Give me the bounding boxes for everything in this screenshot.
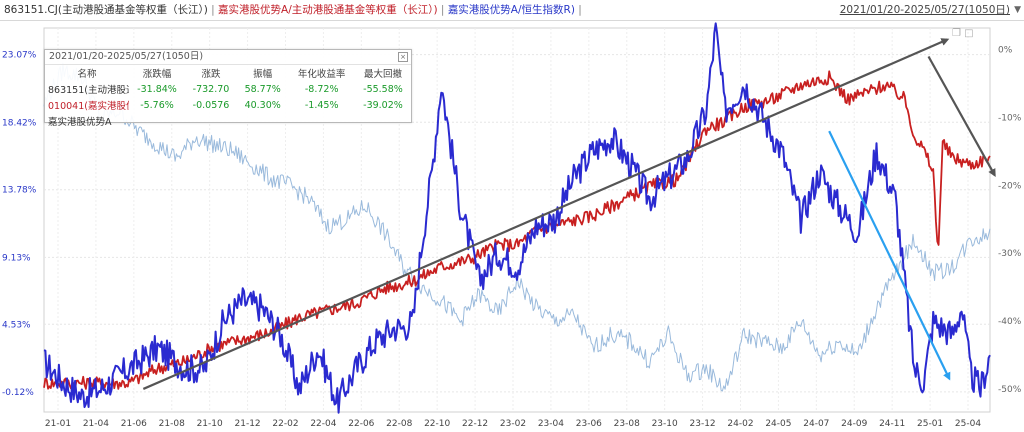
stats-table: 名称 涨跌幅 涨跌 振幅 年化收益率 最大回撤 863151(主动港股通基 -3… [45, 65, 411, 129]
close-icon[interactable]: × [398, 52, 408, 62]
table-row[interactable]: 863151(主动港股通基 -31.84% -732.70 58.77% -8.… [45, 81, 411, 97]
range-selector[interactable]: 2021/01/20-2025/05/27(1050日) [839, 4, 1010, 16]
x-tick-label: 23-12 [690, 419, 716, 429]
trend-arrow-1 [142, 38, 950, 390]
x-tick-label: 21-04 [83, 419, 109, 429]
x-tick-label: 25-04 [955, 419, 981, 429]
row-change-pct [129, 113, 185, 129]
stats-panel: 2021/01/20-2025/05/27(1050日) × 名称 涨跌幅 涨跌… [44, 49, 412, 128]
right-tick-label: -10% [998, 114, 1022, 124]
row-name: 863151(主动港股通基 [48, 85, 129, 96]
right-tick-label: -40% [998, 317, 1022, 327]
separator: | [437, 4, 448, 16]
trend-arrows [142, 38, 996, 390]
right-axis-ticks: 0% -10% -20% -30% -40% -50% [998, 46, 1022, 395]
x-tick-label: 21-08 [159, 419, 185, 429]
stats-title: 2021/01/20-2025/05/27(1050日) [45, 50, 411, 65]
row-max-drawdown: -39.02% [363, 99, 403, 111]
row-change: -0.0576 [192, 99, 230, 111]
row-amplitude [237, 113, 288, 129]
x-tick-label: 21-12 [235, 419, 261, 429]
x-tick-label: 22-04 [310, 419, 336, 429]
right-tick-label: -20% [998, 181, 1022, 191]
x-tick-label: 23-02 [500, 419, 526, 429]
series-line-1 [43, 22, 991, 414]
col-header: 振幅 [253, 69, 273, 80]
x-tick-label: 25-01 [917, 419, 943, 429]
col-header: 最大回撤 [363, 69, 402, 80]
table-row[interactable]: 010041(嘉实港股优势 -5.76% -0.0576 40.30% -1.4… [45, 97, 411, 113]
x-tick-label: 23-04 [538, 419, 564, 429]
x-tick-label: 22-08 [386, 419, 412, 429]
x-tick-label: 24-07 [803, 419, 829, 429]
window-restore-icon[interactable]: ❐ □ [952, 28, 974, 39]
chart-header: 863151.CJ(主动港股通基金等权重（长江）) | 嘉实港股优势A/主动港股… [0, 0, 1024, 21]
x-tick-label: 22-06 [348, 419, 374, 429]
x-tick-label: 22-02 [272, 419, 298, 429]
left-tick-label: 13.78% [2, 186, 37, 196]
series-lines [43, 22, 991, 414]
series3-label[interactable]: 嘉实港股优势A/恒生指数R) [447, 4, 575, 16]
x-tick-label: 21-01 [45, 419, 71, 429]
row-annual-return [288, 113, 355, 129]
trend-arrow-2 [828, 130, 951, 381]
x-tick-label: 24-09 [841, 419, 867, 429]
row-annual-return: -8.72% [304, 83, 339, 95]
row-change [185, 113, 237, 129]
x-tick-label: 22-10 [424, 419, 450, 429]
x-tick-label: 23-08 [614, 419, 640, 429]
x-tick-label: 24-05 [765, 419, 791, 429]
x-axis-ticks: 21-01 21-04 21-06 21-08 21-10 21-12 22-02 22-04… [45, 419, 981, 429]
separator: | [207, 4, 219, 16]
row-change-pct: -31.84% [137, 83, 177, 95]
right-tick-label: 0% [998, 46, 1013, 56]
col-header: 涨跌 [201, 69, 221, 80]
row-annual-return: -1.45% [304, 99, 339, 111]
row-max-drawdown: -55.58% [363, 83, 403, 95]
plot-frame [43, 27, 991, 413]
col-header: 名称 [77, 69, 97, 80]
left-axis-ticks: 23.07% 18.42% 13.78% 9.13% 4.53% -0.12% [2, 51, 37, 398]
row-max-drawdown [355, 113, 411, 129]
x-tick-label: 22-12 [462, 419, 488, 429]
table-header-row: 名称 涨跌幅 涨跌 振幅 年化收益率 最大回撤 [45, 65, 411, 81]
left-tick-label: -0.12% [2, 388, 34, 398]
row-change-pct: -5.76% [140, 99, 174, 111]
left-tick-label: 4.53% [2, 320, 31, 330]
table-row[interactable]: 嘉实港股优势A [45, 113, 411, 129]
col-header: 年化收益率 [297, 69, 346, 80]
x-tick-label: 24-11 [879, 419, 905, 429]
triangle-down-icon[interactable]: ▼ [1014, 5, 1021, 15]
left-tick-label: 9.13% [2, 253, 31, 263]
row-name: 010041(嘉实港股优势 [48, 101, 129, 112]
x-tick-label: 24-02 [727, 419, 753, 429]
right-tick-label: -30% [998, 249, 1022, 259]
series1-label[interactable]: 863151.CJ(主动港股通基金等权重（长江）) [4, 4, 208, 16]
row-amplitude: 40.30% [244, 99, 281, 111]
left-tick-label: 18.42% [2, 118, 37, 128]
x-tick-label: 21-10 [197, 419, 223, 429]
col-header: 涨跌幅 [142, 69, 172, 80]
row-name: 嘉实港股优势A [48, 117, 112, 128]
right-tick-label: -50% [998, 385, 1022, 395]
left-tick-label: 23.07% [2, 51, 37, 61]
x-tick-label: 23-06 [576, 419, 602, 429]
trend-arrow-3 [927, 55, 996, 177]
x-tick-label: 23-10 [652, 419, 678, 429]
x-tick-label: 21-06 [121, 419, 147, 429]
row-amplitude: 58.77% [244, 83, 281, 95]
row-change: -732.70 [192, 83, 230, 95]
separator: | [574, 4, 582, 16]
series2-label[interactable]: 嘉实港股优势A/主动港股通基金等权重（长江）) [218, 4, 438, 16]
